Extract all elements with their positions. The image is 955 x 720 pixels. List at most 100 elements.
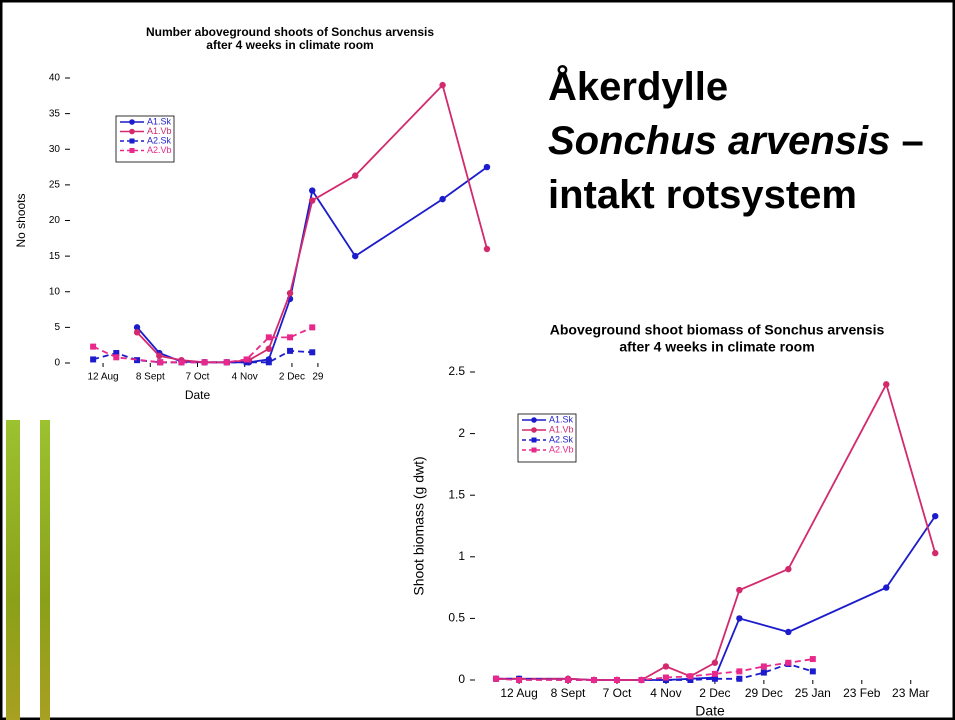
point — [483, 163, 491, 171]
point — [90, 356, 97, 363]
y-tick-label: 2.5 — [448, 364, 465, 378]
chart-title: after 4 weeks in climate room — [206, 38, 373, 52]
legend-box — [517, 413, 577, 463]
point — [785, 628, 792, 636]
series-line — [136, 166, 488, 364]
point — [785, 659, 792, 666]
point — [133, 329, 141, 336]
y-tick-label: 10 — [49, 286, 61, 297]
point — [565, 677, 572, 683]
legend-marker — [531, 437, 537, 443]
point — [439, 81, 446, 89]
point — [516, 677, 523, 683]
point — [309, 197, 316, 204]
point — [287, 334, 294, 341]
point — [687, 677, 694, 683]
legend-label: A1.Sk — [549, 414, 574, 424]
point — [243, 356, 250, 363]
y-tick-label: 25 — [49, 180, 61, 191]
point — [483, 245, 491, 253]
point — [223, 359, 230, 366]
point — [178, 359, 185, 366]
legend-box — [115, 115, 175, 163]
point — [736, 586, 743, 594]
x-tick-label: 23 Feb — [843, 686, 881, 700]
point — [760, 663, 767, 670]
y-axis-label: Shoot biomass (g dwt) — [411, 456, 427, 595]
point — [932, 549, 939, 557]
x-tick-label: 23 Mar — [892, 686, 929, 700]
point — [932, 512, 939, 520]
x-axis-label: Date — [695, 703, 725, 719]
y-tick-label: 20 — [49, 215, 61, 226]
point — [785, 565, 792, 573]
x-axis-label: Date — [185, 388, 211, 402]
x-tick-label: 8 Sept — [551, 686, 586, 700]
chart-title: after 4 weeks in climate room — [619, 339, 814, 355]
point — [439, 195, 446, 203]
point — [156, 352, 163, 360]
legend-marker — [531, 427, 537, 433]
x-tick-label: 7 Oct — [603, 686, 632, 700]
point — [493, 675, 500, 682]
x-tick-label: 12 Aug — [500, 686, 537, 700]
point — [287, 347, 294, 354]
point — [760, 669, 767, 676]
y-tick-label: 5 — [54, 322, 60, 333]
point — [662, 663, 670, 670]
x-tick-label: 25 Jan — [795, 686, 831, 700]
decor-bar — [6, 420, 20, 720]
legend-label: A1.Vb — [549, 424, 574, 434]
y-tick-label: 1 — [458, 549, 465, 563]
point — [352, 172, 359, 179]
point — [201, 359, 208, 366]
point — [309, 324, 316, 331]
point — [90, 343, 97, 350]
legend-marker — [129, 119, 135, 125]
point — [613, 677, 620, 683]
y-axis-label: No shoots — [14, 193, 28, 247]
x-tick-label: 2 Dec — [279, 372, 305, 383]
x-tick-label: 8 Sept — [136, 372, 165, 383]
series-line — [136, 83, 488, 364]
series-line — [496, 515, 936, 681]
heading-line: intakt rotsystem — [548, 173, 857, 217]
point — [133, 324, 141, 331]
point — [883, 381, 890, 388]
legend-marker — [531, 417, 537, 423]
legend-marker — [129, 138, 135, 144]
y-tick-label: 30 — [49, 144, 61, 155]
point — [590, 677, 597, 683]
point — [736, 668, 743, 675]
point — [265, 359, 272, 366]
point — [883, 584, 890, 591]
y-tick-label: 0.5 — [448, 611, 465, 625]
heading-dash: – — [901, 119, 924, 163]
point — [809, 656, 816, 663]
point — [711, 670, 718, 677]
y-tick-label: 40 — [49, 73, 61, 84]
y-tick-label: 35 — [49, 108, 61, 119]
x-tick-label: 2 Dec — [699, 686, 730, 700]
legend-label: A2.Vb — [147, 145, 172, 155]
point — [286, 289, 294, 297]
point — [352, 252, 359, 260]
x-tick-label: 12 Aug — [87, 372, 118, 383]
point — [736, 615, 743, 622]
point — [157, 359, 164, 366]
legend-label: A2.Vb — [549, 444, 574, 454]
heading-line: Sonchus arvensis – — [548, 114, 924, 168]
legend-label: A1.Sk — [147, 116, 172, 126]
point — [638, 677, 645, 683]
point — [265, 345, 273, 352]
y-tick-label: 1.5 — [448, 487, 465, 501]
slide-heading: Åkerdylle Sonchus arvensis – intakt rots… — [548, 60, 924, 222]
point — [113, 354, 120, 361]
legend-marker — [129, 128, 135, 135]
legend-label: A2.Sk — [147, 135, 172, 145]
heading-italic: Sonchus arvensis — [548, 119, 891, 163]
point — [134, 357, 141, 364]
legend-marker — [129, 148, 135, 153]
legend-marker — [531, 447, 537, 453]
